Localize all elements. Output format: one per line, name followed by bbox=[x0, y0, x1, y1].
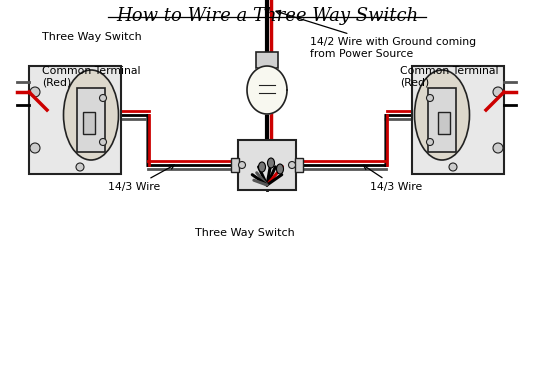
Circle shape bbox=[99, 94, 106, 102]
Circle shape bbox=[288, 161, 295, 169]
Circle shape bbox=[30, 87, 40, 97]
Circle shape bbox=[493, 87, 503, 97]
Ellipse shape bbox=[268, 158, 274, 168]
Bar bbox=[438, 112, 450, 134]
Ellipse shape bbox=[277, 164, 284, 174]
Bar bbox=[29, 66, 121, 174]
Bar bbox=[428, 88, 456, 152]
Text: Common Terminal
(Red): Common Terminal (Red) bbox=[42, 66, 140, 88]
Bar bbox=[256, 52, 278, 68]
Circle shape bbox=[99, 139, 106, 146]
Circle shape bbox=[427, 139, 434, 146]
Circle shape bbox=[427, 94, 434, 102]
Bar bbox=[231, 158, 239, 172]
Circle shape bbox=[76, 163, 84, 171]
Ellipse shape bbox=[258, 162, 265, 172]
Text: 14/3 Wire: 14/3 Wire bbox=[364, 165, 422, 192]
Bar bbox=[83, 112, 95, 134]
Text: Common Terminal
(Red): Common Terminal (Red) bbox=[400, 66, 499, 88]
Text: How to Wire a Three Way Switch: How to Wire a Three Way Switch bbox=[116, 7, 418, 25]
Text: Three Way Switch: Three Way Switch bbox=[195, 228, 295, 238]
Circle shape bbox=[30, 143, 40, 153]
Circle shape bbox=[239, 161, 246, 169]
Bar bbox=[295, 158, 303, 172]
Ellipse shape bbox=[414, 70, 469, 160]
Circle shape bbox=[449, 163, 457, 171]
Text: 14/2 Wire with Ground coming
from Power Source: 14/2 Wire with Ground coming from Power … bbox=[276, 10, 476, 59]
Bar bbox=[238, 140, 296, 190]
Text: 14/3 Wire: 14/3 Wire bbox=[108, 165, 174, 192]
Text: Three Way Switch: Three Way Switch bbox=[42, 32, 142, 42]
Bar bbox=[412, 66, 504, 174]
Ellipse shape bbox=[64, 70, 119, 160]
Circle shape bbox=[493, 143, 503, 153]
Polygon shape bbox=[247, 66, 287, 114]
Bar bbox=[77, 88, 105, 152]
